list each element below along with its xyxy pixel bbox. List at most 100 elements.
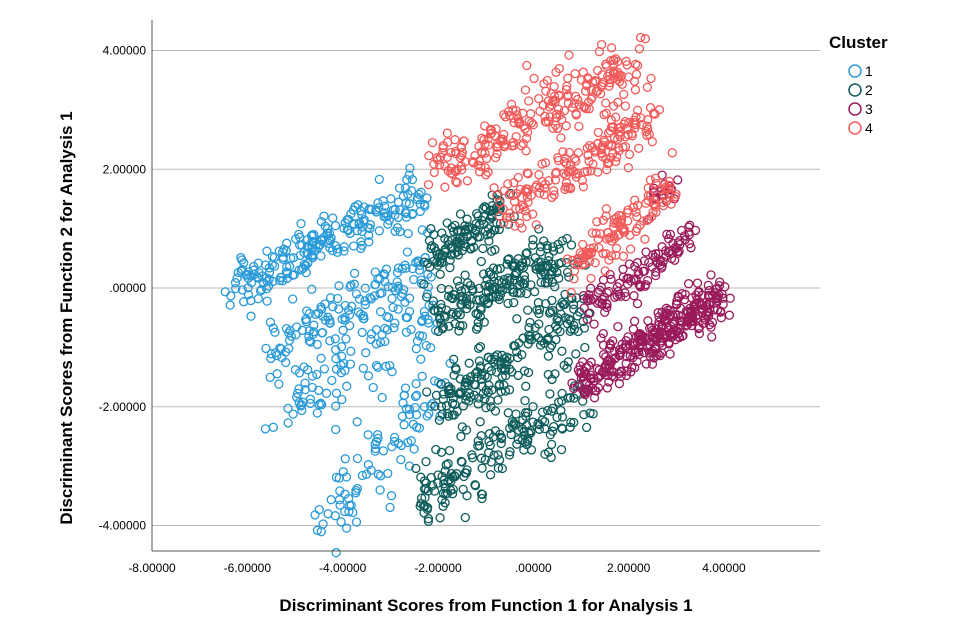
scatter-point	[392, 277, 402, 287]
scatter-point	[404, 409, 415, 420]
scatter-point	[675, 239, 685, 250]
scatter-point	[565, 315, 575, 326]
scatter-point	[389, 436, 400, 447]
scatter-point	[390, 204, 400, 215]
scatter-point	[478, 269, 489, 279]
scatter-point	[261, 343, 271, 354]
scatter-point	[508, 190, 518, 201]
scatter-point	[449, 410, 459, 420]
scatter-point	[629, 76, 640, 86]
scatter-point	[349, 279, 359, 289]
scatter-point	[537, 159, 547, 169]
scatter-point	[608, 55, 619, 65]
scatter-point	[388, 302, 398, 313]
scatter-point	[340, 454, 350, 464]
scatter-point	[438, 322, 448, 332]
scatter-point	[440, 161, 450, 171]
scatter-point	[246, 311, 256, 321]
scatter-point	[562, 363, 572, 373]
scatter-point	[585, 140, 595, 151]
scatter-point	[707, 332, 717, 342]
scatter-point	[482, 299, 493, 309]
scatter-point	[419, 279, 429, 289]
scatter-point	[519, 202, 529, 212]
y-tick-label: 4.00000	[103, 44, 147, 58]
scatter-point	[485, 214, 495, 224]
scatter-point	[596, 333, 606, 343]
scatter-point	[578, 385, 588, 395]
scatter-point	[225, 300, 235, 310]
scatter-point	[494, 455, 505, 465]
scatter-point	[609, 214, 620, 224]
scatter-point	[507, 260, 517, 270]
scatter-point	[360, 283, 370, 293]
scatter-point	[522, 168, 532, 178]
scatter-point	[462, 176, 473, 186]
scatter-point	[437, 495, 447, 505]
scatter-point	[378, 446, 389, 456]
scatter-point	[602, 383, 612, 393]
scatter-point	[550, 96, 560, 107]
scatter-point	[648, 333, 658, 343]
scatter-point	[319, 364, 330, 374]
scatter-point	[590, 76, 600, 86]
data-points	[220, 32, 735, 558]
scatter-point	[300, 378, 310, 388]
scatter-point	[608, 148, 618, 158]
scatter-point	[436, 401, 447, 412]
scatter-point	[345, 359, 356, 369]
scatter-point	[667, 148, 677, 158]
scatter-point	[410, 402, 420, 413]
scatter-point	[632, 223, 642, 234]
scatter-point	[534, 304, 545, 315]
scatter-point	[659, 179, 670, 189]
scatter-point	[363, 371, 374, 381]
scatter-point	[517, 350, 527, 360]
scatter-point	[563, 90, 573, 100]
scatter-point	[454, 281, 465, 291]
scatter-point	[374, 203, 384, 213]
scatter-point	[498, 204, 508, 214]
scatter-point	[265, 372, 275, 383]
scatter-point	[352, 417, 362, 427]
scatter-point	[579, 101, 589, 112]
scatter-point	[443, 411, 454, 421]
scatter-point	[620, 101, 631, 111]
scatter-point	[276, 272, 286, 283]
scatter-point	[349, 219, 359, 229]
scatter-point	[449, 354, 459, 364]
scatter-point	[310, 510, 320, 520]
scatter-point	[636, 334, 646, 344]
scatter-point	[593, 127, 603, 138]
y-tick-labels: 4.00000 2.00000 .00000 -2.00000 -4.00000	[99, 44, 147, 533]
scatter-point	[443, 385, 454, 396]
scatter-point	[520, 408, 531, 418]
scatter-point	[602, 165, 612, 175]
scatter-point	[253, 294, 263, 304]
scatter-point	[314, 504, 324, 515]
scatter-point	[449, 370, 459, 380]
scatter-point	[349, 241, 359, 251]
scatter-point	[232, 273, 242, 283]
scatter-point	[243, 283, 253, 293]
scatter-point	[521, 249, 531, 259]
legend-title: Cluster	[829, 33, 888, 52]
scatter-point	[319, 211, 329, 221]
scatter-point	[547, 96, 558, 107]
scatter-point	[316, 251, 326, 261]
scatter-point	[409, 444, 419, 454]
legend-label: 3	[865, 101, 873, 117]
scatter-point	[425, 342, 436, 353]
scatter-point	[536, 257, 546, 267]
scatter-point	[372, 430, 383, 440]
scatter-point	[571, 172, 581, 182]
scatter-point	[326, 495, 336, 505]
scatter-point	[633, 200, 643, 210]
scatter-point	[641, 279, 651, 290]
scatter-point	[528, 401, 538, 412]
scatter-point	[387, 282, 398, 293]
scatter-point	[585, 408, 595, 418]
scatter-point	[475, 417, 485, 427]
scatter-point	[436, 379, 446, 389]
scatter-point	[535, 106, 545, 116]
